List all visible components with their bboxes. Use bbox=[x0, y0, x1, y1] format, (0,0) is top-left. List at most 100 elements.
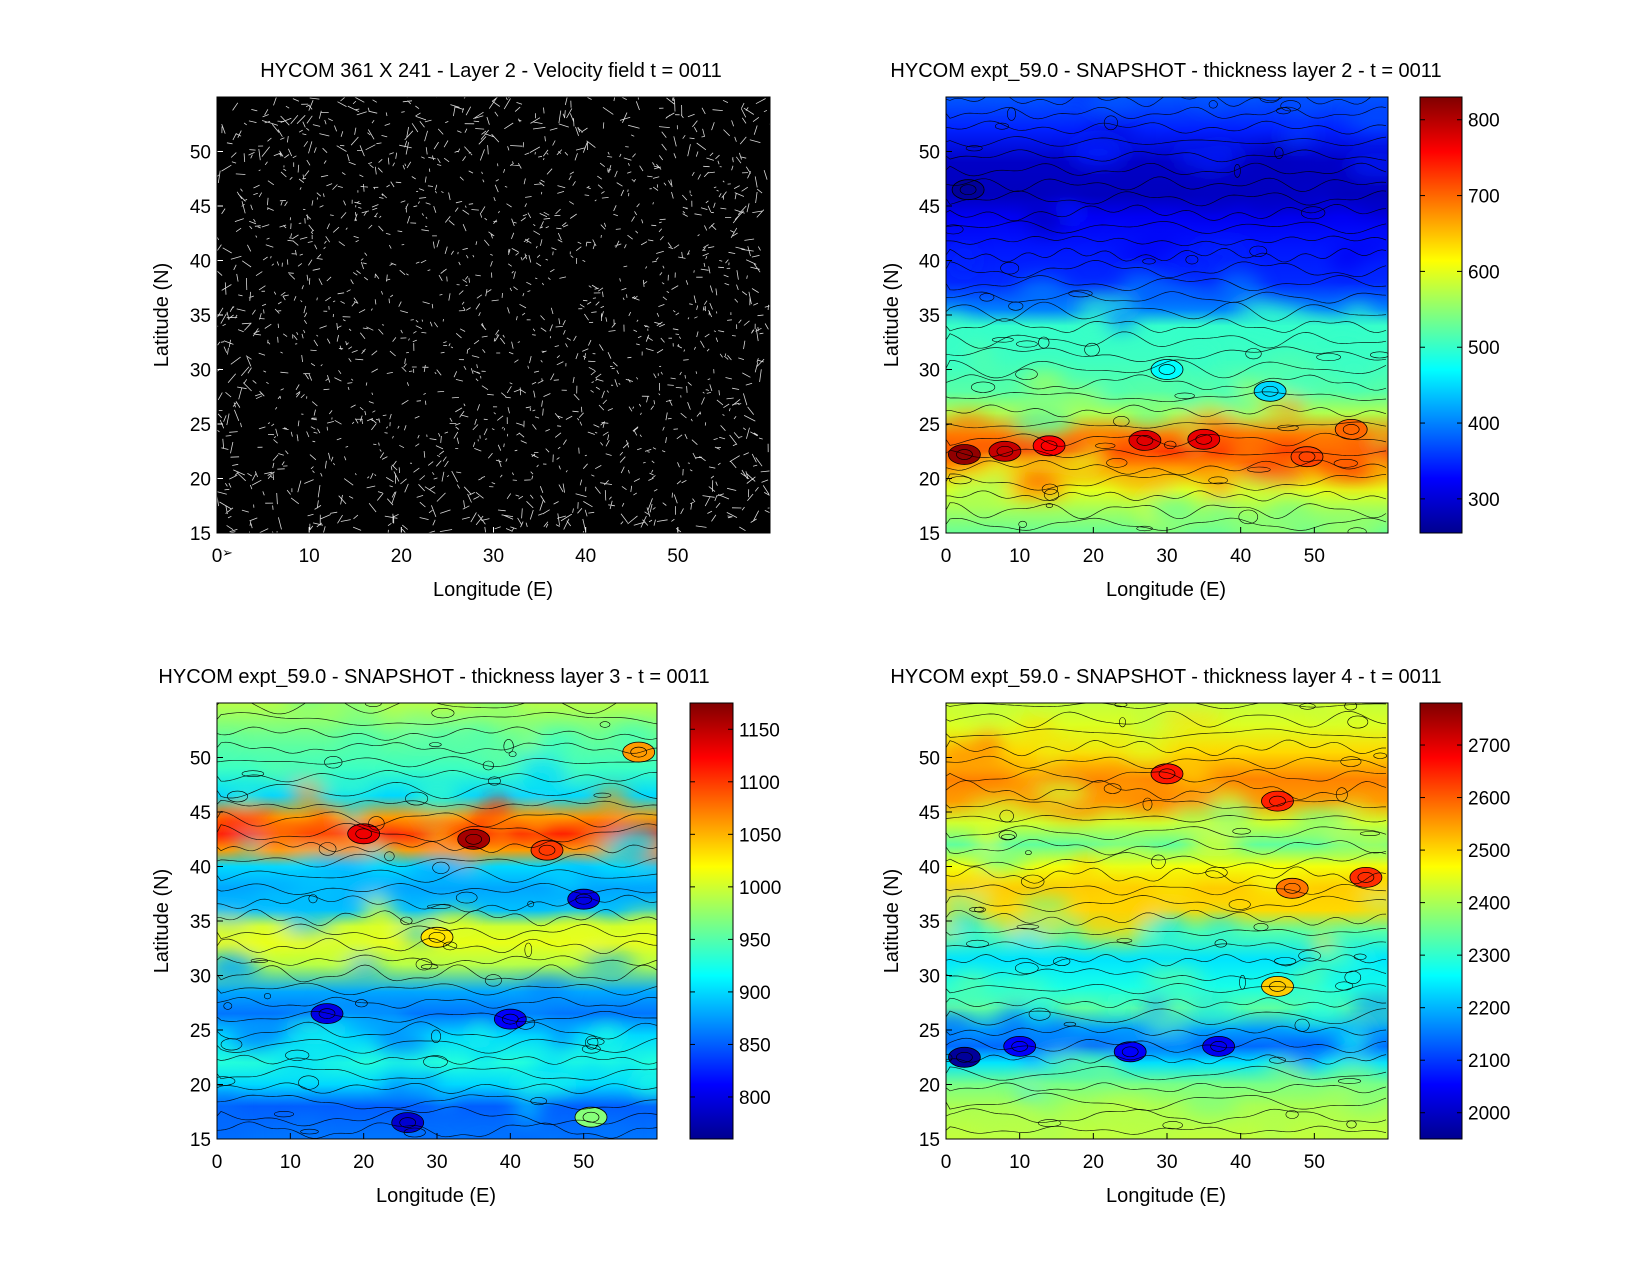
eddy-patch bbox=[361, 895, 392, 919]
colorbar-tick-label: 2600 bbox=[1468, 789, 1510, 810]
contour-line bbox=[946, 162, 1387, 177]
eddy-patch bbox=[252, 884, 313, 909]
y-tick-label: 15 bbox=[190, 524, 211, 545]
contour-loop bbox=[1016, 924, 1040, 930]
eddy-patch bbox=[1337, 802, 1371, 816]
colorbar-ticks: 2000 2100 2200 2300 2400 2500 2600 2700 bbox=[1420, 736, 1510, 1125]
eddy-patch bbox=[1036, 703, 1061, 706]
contour-line bbox=[946, 220, 1387, 234]
eddy-patch bbox=[1060, 97, 1101, 102]
colorbar-tick-label: 2700 bbox=[1468, 736, 1510, 757]
eddy-patch bbox=[1043, 1053, 1102, 1075]
eddy-patch bbox=[1093, 846, 1155, 863]
plot-area bbox=[217, 703, 657, 1139]
contour-line bbox=[946, 1092, 1387, 1111]
eddy-patch bbox=[1090, 97, 1136, 111]
colorbar bbox=[1419, 702, 1463, 1140]
contour-lines bbox=[217, 703, 657, 1139]
contour-line bbox=[946, 331, 1387, 349]
contour-line bbox=[946, 149, 1387, 163]
eddy-patch bbox=[434, 1088, 455, 1104]
y-tick-label: 30 bbox=[190, 967, 211, 988]
contour-loop bbox=[384, 851, 395, 862]
y-axis-label: Latitude (N) bbox=[151, 263, 173, 368]
contour-loop bbox=[585, 1035, 599, 1050]
contour-loop bbox=[223, 1002, 233, 1010]
y-tick-label: 15 bbox=[919, 524, 940, 545]
colorbar-tick-label: 900 bbox=[739, 983, 771, 1004]
contour-loop bbox=[599, 721, 611, 728]
eddy-patch bbox=[1113, 476, 1176, 491]
x-tick-label: 10 bbox=[299, 546, 320, 567]
colorbar-tick-label: 2300 bbox=[1468, 946, 1510, 967]
eddy-patch bbox=[1095, 781, 1160, 794]
velocity-vectors bbox=[213, 86, 777, 543]
contour-loop bbox=[1151, 854, 1166, 870]
eddy-patch bbox=[1073, 853, 1097, 879]
contour-loop bbox=[1249, 245, 1268, 257]
contour-loop bbox=[1228, 899, 1251, 910]
contour-loop bbox=[1214, 939, 1227, 948]
contour-loop bbox=[455, 891, 478, 904]
contour-loop bbox=[443, 941, 458, 951]
y-tick-label: 40 bbox=[919, 858, 940, 879]
eddy-patch bbox=[954, 470, 997, 481]
contour-loop bbox=[1285, 1110, 1299, 1119]
x-tick-label: 10 bbox=[1009, 546, 1030, 567]
x-tick-label: 20 bbox=[391, 546, 412, 567]
contour-loop bbox=[263, 993, 271, 1000]
eddy-patch bbox=[1191, 97, 1229, 106]
contour-loop bbox=[429, 742, 442, 747]
contour-line bbox=[217, 937, 657, 955]
contour-loop bbox=[241, 770, 265, 777]
eddy-patch bbox=[230, 1023, 282, 1050]
eddy-patch bbox=[1023, 372, 1066, 394]
contour-line bbox=[217, 1094, 657, 1110]
eddy-contour bbox=[630, 746, 648, 758]
eddy-patch bbox=[1147, 915, 1188, 937]
contour-line bbox=[946, 291, 1387, 304]
eddy-patch bbox=[258, 764, 318, 778]
contour-loop bbox=[1232, 827, 1251, 835]
eddy-contour bbox=[1210, 1041, 1227, 1052]
eddy-patch bbox=[1202, 471, 1237, 499]
eddy-patch bbox=[1287, 966, 1328, 991]
colorbar-tick-label: 850 bbox=[739, 1035, 771, 1056]
eddy-patch bbox=[1128, 405, 1171, 425]
colorbar-tick-label: 950 bbox=[739, 930, 771, 951]
y-tick-label: 20 bbox=[190, 470, 211, 491]
x-axis-label: Longitude (E) bbox=[1106, 1185, 1226, 1207]
colorbar-tick-label: 800 bbox=[1468, 111, 1500, 132]
eddy-patch bbox=[1002, 779, 1034, 794]
contour-loop bbox=[318, 842, 337, 856]
contour-line bbox=[946, 739, 1386, 757]
eddy-patch bbox=[1336, 440, 1370, 459]
contour-line bbox=[946, 703, 1387, 709]
eddy-patch bbox=[1347, 833, 1388, 852]
contour-loop bbox=[1239, 974, 1246, 990]
contour-line bbox=[946, 421, 1387, 429]
contour-line bbox=[946, 997, 1387, 1009]
y-tick-label: 45 bbox=[919, 197, 940, 218]
contour-line bbox=[946, 909, 1387, 926]
chart-title: HYCOM 361 X 241 - Layer 2 - Velocity fie… bbox=[260, 60, 722, 82]
eddy-patch bbox=[239, 927, 303, 948]
y-tick-label: 25 bbox=[190, 1021, 211, 1042]
contour-line bbox=[217, 867, 657, 883]
eddy-patch bbox=[966, 799, 1028, 817]
contour-loop bbox=[227, 790, 248, 803]
contour-loop bbox=[1015, 368, 1038, 380]
eddy-patch bbox=[1212, 792, 1245, 811]
y-tick-label: 25 bbox=[190, 415, 211, 436]
contour-line bbox=[217, 823, 657, 843]
contour-loop bbox=[1114, 703, 1128, 708]
contour-line bbox=[946, 710, 1387, 729]
contour-line bbox=[946, 883, 1387, 896]
contour-loop bbox=[308, 894, 318, 904]
contour-line bbox=[217, 882, 657, 895]
eddy-patch bbox=[217, 957, 261, 981]
eddy-patch bbox=[1187, 833, 1243, 857]
contour-line bbox=[217, 770, 657, 783]
eddy-patch bbox=[591, 1024, 623, 1047]
y-tick-label: 15 bbox=[190, 1130, 211, 1151]
